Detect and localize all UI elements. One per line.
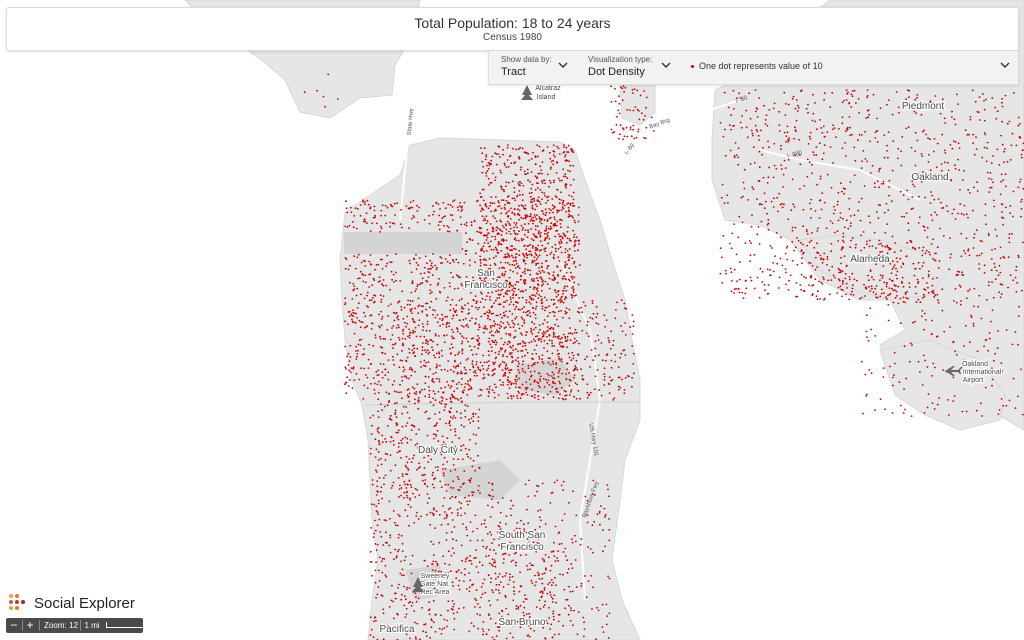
- label-oak-airport-3: Airport: [963, 377, 984, 384]
- roads: [364, 99, 921, 601]
- chevron-down-icon[interactable]: [660, 60, 672, 70]
- mclaren-park: [515, 358, 575, 395]
- legend: One dot represents value of 10: [691, 61, 823, 71]
- zoom-in-button[interactable]: +: [26, 618, 34, 632]
- hwy-101: [559, 259, 602, 601]
- label-south-sf: South San: [499, 530, 546, 541]
- show-data-by-label: Show data by:: [501, 55, 552, 64]
- show-data-by-value: Tract: [501, 66, 526, 78]
- label-sweeney: Sweeney: [421, 573, 450, 580]
- golden-gate-park: [344, 232, 462, 254]
- brand-name: Social Explorer: [34, 595, 135, 612]
- land-areas: [184, 0, 1024, 640]
- legend-dot-icon: [691, 65, 694, 69]
- controls-bar: Show data by: Tract Visualization type: …: [488, 51, 1019, 85]
- label-south-sf-2: Francisco: [500, 542, 544, 553]
- zoom-level: Zoom: 12: [44, 621, 78, 630]
- zoom-bar: − + Zoom: 12 1 mi: [6, 618, 146, 633]
- legend-text: One dot represents value of 10: [699, 61, 823, 71]
- airport-area: [879, 339, 1006, 431]
- road-us-101: US Hwy 101: [587, 423, 599, 458]
- scale-bar: [106, 622, 146, 628]
- label-daly-city: Daly City: [418, 445, 458, 456]
- map-title: Total Population: 18 to 24 years: [414, 15, 611, 31]
- county-line: [364, 401, 640, 406]
- hwy-1: [399, 119, 411, 221]
- label-sweeney-3: Rec Area: [421, 589, 450, 596]
- viz-type-value: Dot Density: [588, 66, 645, 78]
- chevron-down-icon[interactable]: [557, 60, 569, 70]
- label-san-bruno: San Bruno: [498, 617, 546, 628]
- viz-type-dropdown[interactable]: Visualization type: Dot Density: [588, 55, 668, 79]
- road-i880: I- 880: [787, 150, 804, 160]
- label-oak-airport: Oakland: [962, 361, 988, 368]
- i-880: [759, 149, 921, 201]
- label-piedmont: Piedmont: [902, 101, 944, 112]
- viz-type-label: Visualization type:: [588, 55, 653, 64]
- legend-expand-chevron-icon[interactable]: [999, 60, 1011, 70]
- park-tree-icon: [412, 577, 424, 592]
- title-panel: Total Population: 18 to 24 years Census …: [6, 7, 1019, 51]
- treasure-island: [619, 84, 656, 126]
- label-alcatraz-2: Island: [537, 94, 556, 101]
- label-oakland: Oakland: [911, 172, 948, 183]
- label-pacifica: Pacifica: [379, 624, 414, 635]
- show-data-by-dropdown[interactable]: Show data by: Tract: [501, 55, 571, 79]
- road-i80-bay: I- 80: [735, 95, 749, 105]
- park-tree-icon: [521, 85, 533, 100]
- label-alcatraz: Alcatraz: [535, 85, 561, 92]
- airplane-icon: [945, 366, 961, 376]
- label-alameda: Alameda: [850, 254, 890, 265]
- bay-bridge: [607, 99, 741, 171]
- population-dots: [303, 73, 1024, 640]
- logo-dots-icon: [9, 594, 25, 610]
- label-sweeney-2: Gate Nat.: [420, 581, 450, 588]
- label-oak-airport-2: International: [963, 369, 1002, 376]
- map-subtitle: Census 1980: [483, 32, 542, 43]
- road-bay-brg: Bay Brg: [649, 118, 671, 131]
- label-san-francisco-2: Francisco: [464, 280, 508, 291]
- road-state-hwy-1: State Hwy: [407, 108, 415, 136]
- label-san-francisco: San: [477, 268, 495, 279]
- scale-label: 1 mi: [84, 621, 100, 630]
- zoom-out-button[interactable]: −: [10, 618, 18, 632]
